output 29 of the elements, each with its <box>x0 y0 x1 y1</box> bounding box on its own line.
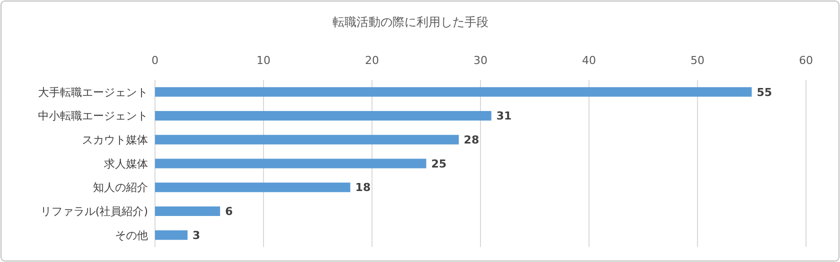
data-label: 25 <box>431 157 447 170</box>
y-tick-label: リファラル(社員紹介) <box>40 205 148 218</box>
y-tick-label: 中小転職エージェント <box>38 110 148 123</box>
data-label: 55 <box>756 86 772 99</box>
bar <box>155 87 752 97</box>
y-tick-label: その他 <box>115 228 148 242</box>
data-label: 31 <box>496 110 512 123</box>
x-tick-label: 30 <box>474 54 488 67</box>
chart-title: 転職活動の際に利用した手段 <box>332 15 488 29</box>
y-tick-label: 求人媒体 <box>104 157 148 170</box>
x-tick-label: 40 <box>582 54 596 67</box>
data-label: 3 <box>192 228 200 242</box>
bar <box>155 230 188 240</box>
bar <box>155 158 426 168</box>
y-tick-label: 知人の紹介 <box>93 181 148 194</box>
bar <box>155 111 492 121</box>
bar <box>155 134 459 144</box>
y-tick-label: 大手転職エージェント <box>38 86 148 99</box>
x-tick-label: 50 <box>690 54 704 67</box>
x-tick-label: 10 <box>256 54 270 67</box>
x-tick-label: 0 <box>152 54 158 67</box>
y-tick-label: スカウト媒体 <box>82 133 148 146</box>
x-tick-label: 20 <box>365 54 379 67</box>
data-label: 6 <box>225 205 234 218</box>
bar <box>155 206 220 216</box>
bar <box>155 182 350 192</box>
x-tick-label: 60 <box>799 54 813 67</box>
data-label: 28 <box>464 133 480 146</box>
data-label: 18 <box>355 181 371 194</box>
